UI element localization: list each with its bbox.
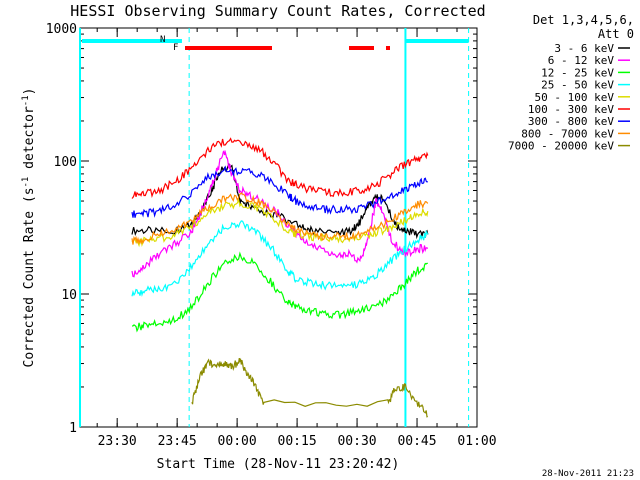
x-tick-label: 01:00 [457,434,496,449]
series-line-0 [131,162,429,240]
legend-label: 3 - 6 keV [554,42,614,55]
y-axis-label-sup: -1 [21,95,31,106]
series-line-4 [131,197,429,248]
legend-label: 25 - 50 keV [541,79,614,92]
legend-header: Att 0 [598,27,634,41]
legend-label: 7000 - 20000 keV [508,140,614,153]
legend-label: 12 - 25 keV [541,66,614,79]
x-tick-label: 00:15 [278,434,317,449]
legend-label: 50 - 100 keV [535,91,615,104]
x-tick-label: 00:30 [337,434,376,449]
footer-timestamp: 28-Nov-2011 21:23 [542,469,634,479]
legend-header: Det 1,3,4,5,6, [533,13,634,27]
series-line-5 [131,137,429,199]
y-axis-label: Corrected Count Rate (s-1 detector-1) [21,88,37,368]
chart-title: HESSI Observing Summary Count Rates, Cor… [70,2,485,20]
series-line-6 [131,165,429,218]
series-line-8 [191,357,429,418]
annotation-n: N [160,35,165,45]
series-line-2 [131,251,428,333]
y-axis-label-part: ) [22,88,37,96]
y-axis-label-part: detector [22,106,37,177]
x-tick-label: 00:00 [218,434,257,449]
series-line-3 [131,220,429,298]
legend-label: 300 - 800 keV [528,115,614,128]
y-tick-label: 1000 [46,22,77,37]
y-axis-label-sup: -1 [21,177,31,188]
x-tick-label: 23:45 [158,434,197,449]
legend-label: 6 - 12 keV [548,54,615,67]
y-tick-label: 1 [69,421,77,436]
series-line-7 [131,192,429,245]
legend-label: 800 - 7000 keV [521,127,614,140]
y-tick-label: 10 [61,288,77,303]
plot-frame [79,27,478,428]
x-axis-label: Start Time (28-Nov-11 23:20:42) [157,457,400,472]
annotation-f: F [173,43,178,53]
x-tick-label: 23:30 [98,434,137,449]
y-axis-label-part: Corrected Count Rate (s [22,187,37,367]
y-tick-label: 100 [54,155,77,170]
legend-label: 100 - 300 keV [528,103,614,116]
x-tick-label: 00:45 [397,434,436,449]
